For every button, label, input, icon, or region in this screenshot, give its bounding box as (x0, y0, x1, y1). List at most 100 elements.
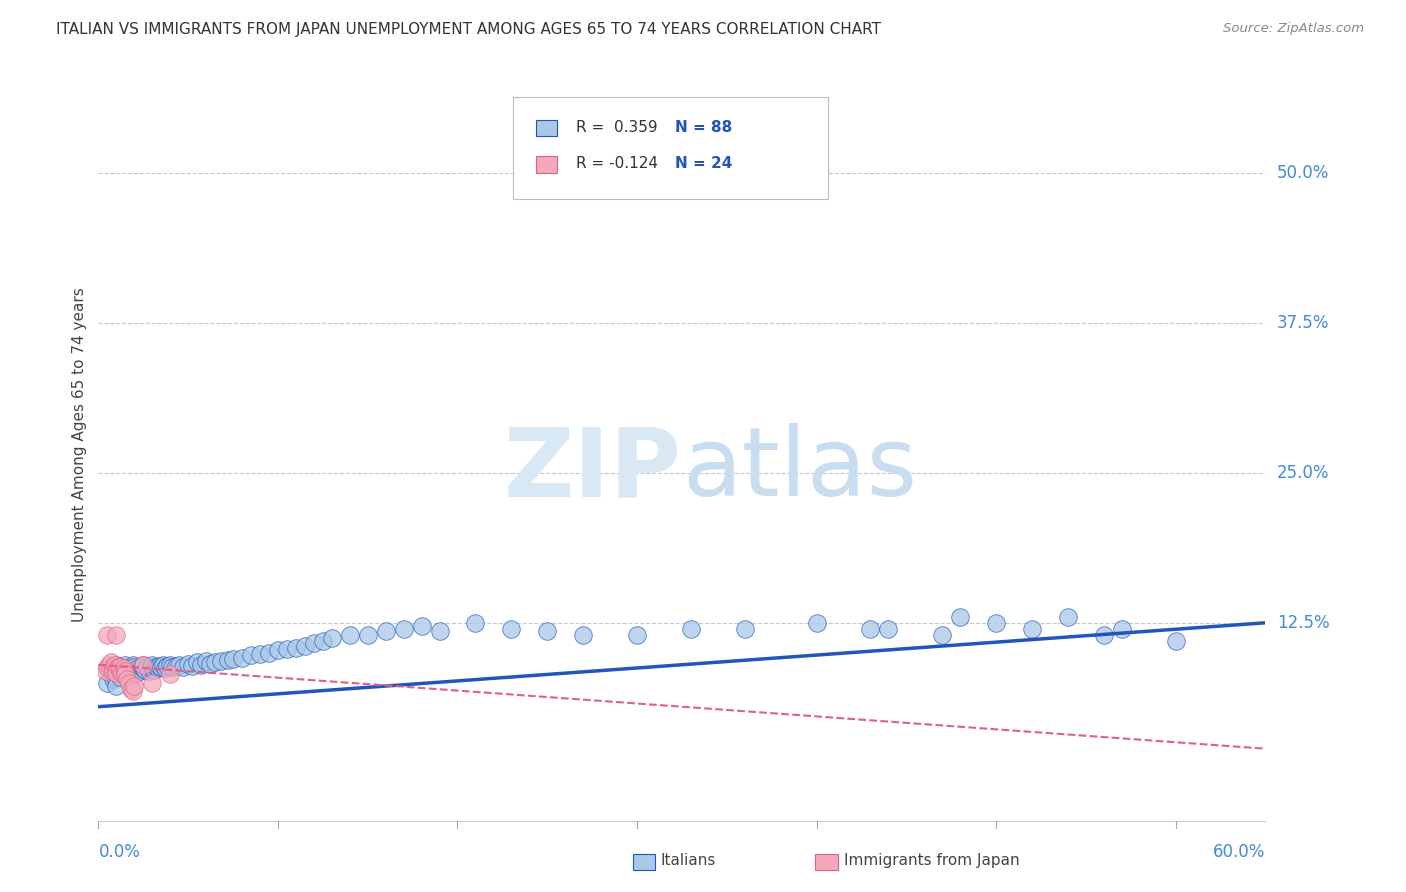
Point (101, 664, 124, 678)
Point (94, 664, 117, 678)
Point (124, 679, 146, 693)
Point (357, 628, 380, 642)
Text: Immigrants from Japan: Immigrants from Japan (844, 854, 1019, 868)
Point (132, 657, 155, 672)
Point (198, 657, 221, 671)
Text: R =  0.359: R = 0.359 (575, 120, 658, 135)
Point (121, 657, 143, 672)
Point (108, 660, 131, 674)
Point (294, 639, 316, 653)
Y-axis label: Unemployment Among Ages 65 to 74 years: Unemployment Among Ages 65 to 74 years (72, 287, 87, 623)
Point (536, 624, 558, 639)
Text: ZIP: ZIP (503, 423, 682, 516)
Point (118, 675, 141, 690)
Point (1021, 622, 1043, 636)
Point (100, 656, 122, 670)
Point (131, 660, 153, 674)
Point (120, 681, 142, 696)
Point (132, 661, 155, 675)
Point (877, 622, 900, 636)
Point (276, 642, 298, 657)
Point (231, 650, 253, 665)
Point (114, 663, 136, 677)
Point (222, 652, 245, 666)
Point (112, 666, 135, 681)
Point (572, 628, 595, 642)
Bar (536, 120, 557, 136)
Point (96, 660, 118, 674)
Point (101, 672, 124, 686)
Point (141, 660, 163, 674)
Point (111, 660, 134, 674)
Point (195, 654, 218, 668)
Point (141, 675, 163, 690)
Point (186, 656, 208, 670)
Point (148, 659, 170, 673)
Point (105, 664, 128, 678)
Point (125, 666, 148, 681)
Point (100, 667, 122, 681)
Text: N = 24: N = 24 (675, 156, 733, 171)
Point (105, 679, 128, 693)
Point (105, 628, 128, 642)
Point (143, 663, 166, 677)
Point (257, 646, 280, 660)
Point (1164, 633, 1187, 648)
Text: Source: ZipAtlas.com: Source: ZipAtlas.com (1223, 22, 1364, 36)
FancyBboxPatch shape (513, 96, 828, 199)
Text: 60.0%: 60.0% (1213, 843, 1265, 861)
Point (98, 657, 121, 672)
Point (159, 657, 181, 672)
Point (114, 657, 136, 672)
Point (204, 656, 226, 670)
Point (177, 657, 200, 671)
Point (321, 632, 343, 646)
Text: 37.5%: 37.5% (1277, 314, 1330, 332)
Text: N = 88: N = 88 (675, 120, 733, 135)
Point (135, 660, 157, 674)
Point (128, 664, 150, 678)
Point (111, 666, 134, 681)
Point (284, 640, 307, 655)
Point (217, 653, 239, 667)
Point (1057, 609, 1080, 624)
Point (96, 628, 118, 642)
Point (984, 615, 1007, 630)
Point (464, 615, 486, 630)
Point (411, 619, 433, 633)
Point (127, 661, 149, 675)
Point (105, 666, 128, 681)
Bar (536, 156, 557, 172)
Point (114, 667, 136, 681)
Point (96, 675, 118, 690)
Point (139, 661, 162, 675)
Point (806, 615, 828, 630)
Text: atlas: atlas (682, 423, 917, 516)
Point (115, 672, 138, 686)
Point (1111, 622, 1133, 636)
Point (114, 664, 136, 678)
Point (146, 661, 169, 675)
Point (302, 636, 325, 650)
Point (931, 628, 953, 642)
Point (124, 660, 146, 674)
Text: ITALIAN VS IMMIGRANTS FROM JAPAN UNEMPLOYMENT AMONG AGES 65 TO 74 YEARS CORRELAT: ITALIAN VS IMMIGRANTS FROM JAPAN UNEMPLO… (56, 22, 882, 37)
Point (165, 659, 187, 673)
Point (209, 654, 232, 668)
Point (190, 657, 212, 672)
Point (115, 664, 138, 678)
Text: 50.0%: 50.0% (1277, 164, 1330, 182)
Point (156, 659, 179, 673)
Text: 12.5%: 12.5% (1277, 614, 1330, 632)
Text: R = -0.124: R = -0.124 (575, 156, 658, 171)
Point (267, 643, 290, 657)
Point (1092, 628, 1115, 642)
Text: 0.0%: 0.0% (98, 843, 141, 861)
Point (679, 622, 702, 636)
Point (105, 657, 128, 672)
Point (145, 660, 167, 674)
Point (152, 657, 174, 672)
Point (859, 622, 882, 636)
Point (121, 684, 143, 698)
Point (134, 663, 156, 677)
